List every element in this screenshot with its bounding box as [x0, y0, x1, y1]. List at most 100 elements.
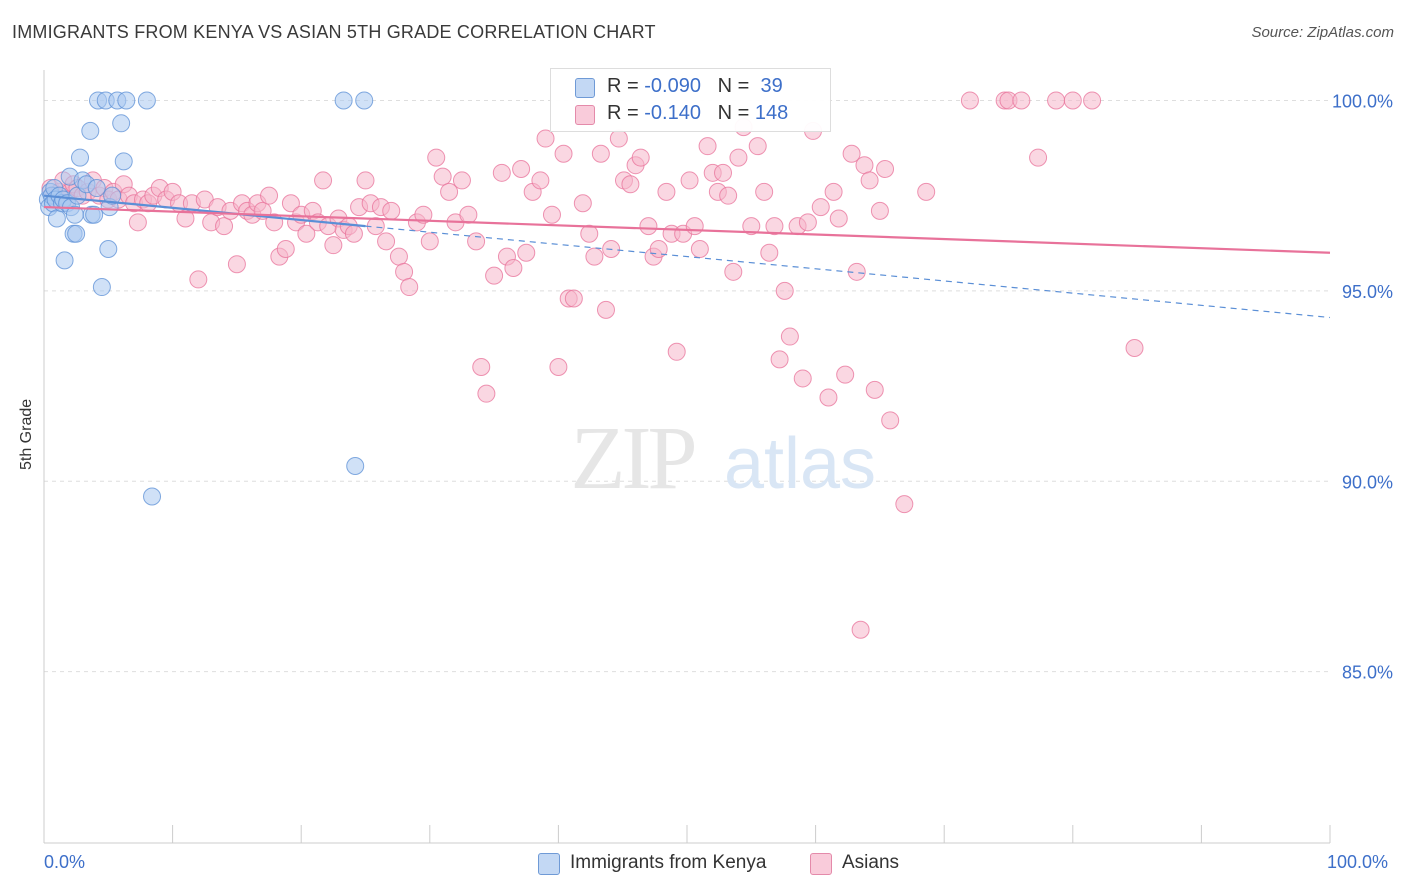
point-asians [531, 171, 550, 190]
point-asians [765, 217, 784, 236]
chart-title: IMMIGRANTS FROM KENYA VS ASIAN 5TH GRADE… [12, 22, 656, 42]
point-kenya [117, 91, 136, 110]
y-tick-label: 90.0% [1342, 472, 1393, 492]
point-asians [917, 182, 936, 201]
point-asians [459, 205, 478, 224]
bottom-legend-label-kenya: Immigrants from Kenya [570, 852, 767, 873]
point-asians [260, 186, 279, 205]
point-asians [836, 365, 855, 384]
point-asians [1029, 148, 1048, 167]
point-asians [596, 300, 615, 319]
y-tick-label: 100.0% [1332, 91, 1393, 111]
source-credit: Source: ZipAtlas.com [1251, 24, 1394, 41]
y-tick-label: 95.0% [1342, 282, 1393, 302]
point-asians [356, 171, 375, 190]
point-asians [189, 270, 208, 289]
legend-r-value-kenya: -0.090 [644, 75, 701, 97]
point-asians [760, 243, 779, 262]
point-asians [842, 144, 861, 163]
point-kenya [92, 278, 111, 297]
point-asians [798, 213, 817, 232]
point-asians [389, 247, 408, 266]
point-kenya [103, 186, 122, 205]
y-tick-label: 85.0% [1342, 663, 1393, 683]
legend-r-label-kenya: R = [607, 75, 639, 97]
point-asians [344, 224, 363, 243]
point-asians [690, 239, 709, 258]
point-asians [729, 148, 748, 167]
point-asians [512, 160, 531, 179]
point-kenya [137, 91, 156, 110]
legend-swatch-asians [575, 105, 595, 125]
legend-n-label-asians: N = [717, 102, 750, 124]
trend-line-asians [43, 205, 1331, 254]
point-asians [755, 182, 774, 201]
legend-r-label-asians: R = [607, 102, 639, 124]
legend-n-label-kenya: N = [717, 75, 750, 97]
point-asians [870, 201, 889, 220]
point-asians [573, 194, 592, 213]
point-asians [440, 182, 459, 201]
point-asians [775, 281, 794, 300]
x-tick-label-max: 100.0% [1327, 852, 1389, 872]
bottom-legend-swatch-asians [810, 853, 832, 875]
point-asians [414, 205, 433, 224]
point-asians [742, 217, 761, 236]
point-asians [580, 224, 599, 243]
point-asians [564, 289, 583, 308]
point-asians [609, 129, 628, 148]
bottom-legend-swatch-kenya [538, 853, 560, 875]
point-asians [485, 266, 504, 285]
point-kenya [99, 239, 118, 258]
point-asians [960, 91, 979, 110]
point-kenya [85, 205, 104, 224]
point-asians [542, 205, 561, 224]
point-asians [297, 224, 316, 243]
point-asians [657, 182, 676, 201]
point-kenya [87, 179, 106, 198]
point-asians [395, 262, 414, 281]
point-asians [472, 358, 491, 377]
point-asians [1125, 338, 1144, 357]
point-asians [1083, 91, 1102, 110]
point-asians [215, 217, 234, 236]
point-kenya [81, 121, 100, 140]
point-asians [427, 148, 446, 167]
point-asians [585, 247, 604, 266]
point-asians [719, 186, 738, 205]
point-asians [433, 167, 452, 186]
point-asians [724, 262, 743, 281]
point-asians [685, 217, 704, 236]
point-asians [621, 175, 640, 194]
point-kenya [112, 114, 131, 133]
x-tick-label-min: 0.0% [44, 852, 86, 872]
point-asians [860, 171, 879, 190]
point-asians [1063, 91, 1082, 110]
point-asians [748, 137, 767, 156]
point-asians [400, 278, 419, 297]
point-asians [504, 259, 523, 278]
point-asians [517, 243, 536, 262]
point-asians [819, 388, 838, 407]
point-asians [793, 369, 812, 388]
legend-n-value-asians: 148 [754, 102, 789, 124]
point-kenya [355, 91, 374, 110]
point-asians [492, 163, 511, 182]
point-asians [591, 144, 610, 163]
point-asians [824, 182, 843, 201]
point-kenya [346, 457, 365, 476]
trend-line-kenya [43, 194, 366, 228]
point-kenya [67, 224, 86, 243]
point-asians [770, 350, 789, 369]
point-asians [881, 411, 900, 430]
legend-swatch-kenya [575, 78, 595, 98]
watermark-zip: ZIP [571, 409, 695, 508]
point-asians [467, 232, 486, 251]
point-asians [324, 236, 343, 255]
point-asians [314, 171, 333, 190]
point-asians [1012, 91, 1031, 110]
point-kenya [55, 251, 74, 270]
point-asians [452, 171, 471, 190]
point-asians [811, 198, 830, 217]
